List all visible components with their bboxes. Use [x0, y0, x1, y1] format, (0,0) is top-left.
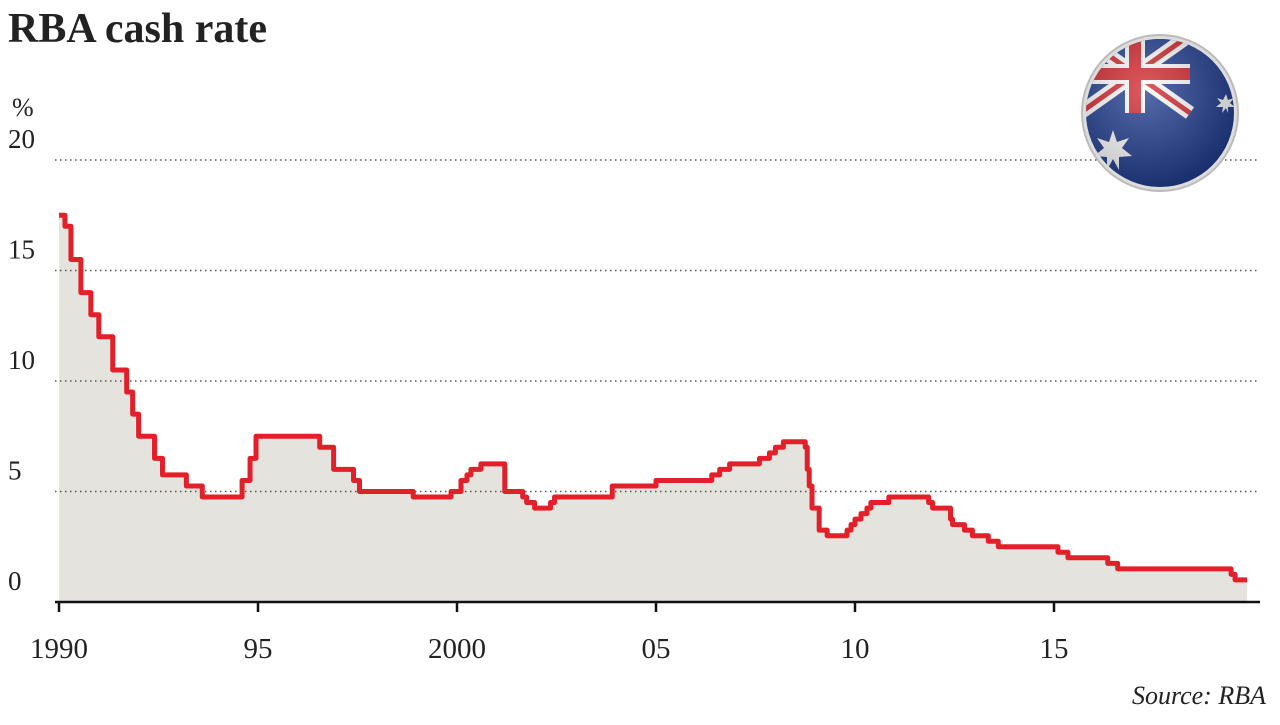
y-tick-label: 5 — [8, 456, 22, 486]
y-tick-label: 0 — [8, 566, 22, 596]
chart-title: RBA cash rate — [8, 6, 267, 52]
area — [59, 215, 1248, 602]
x-tick-label: 2000 — [428, 633, 486, 665]
x-tick-label: 15 — [1040, 633, 1069, 665]
x-tick-label: 1990 — [30, 633, 88, 665]
y-tick-label: 10 — [8, 345, 35, 375]
flag — [1081, 34, 1239, 192]
y-axis-unit: % — [12, 93, 34, 122]
x-tick-label: 10 — [841, 633, 870, 665]
y-tick-label: 20 — [8, 124, 35, 154]
x-tick-label: 05 — [642, 633, 671, 665]
x-tick-label: 95 — [244, 633, 273, 665]
y-tick-label: 15 — [8, 235, 35, 265]
source: Source: RBA — [1132, 681, 1266, 710]
line — [59, 212, 1248, 583]
